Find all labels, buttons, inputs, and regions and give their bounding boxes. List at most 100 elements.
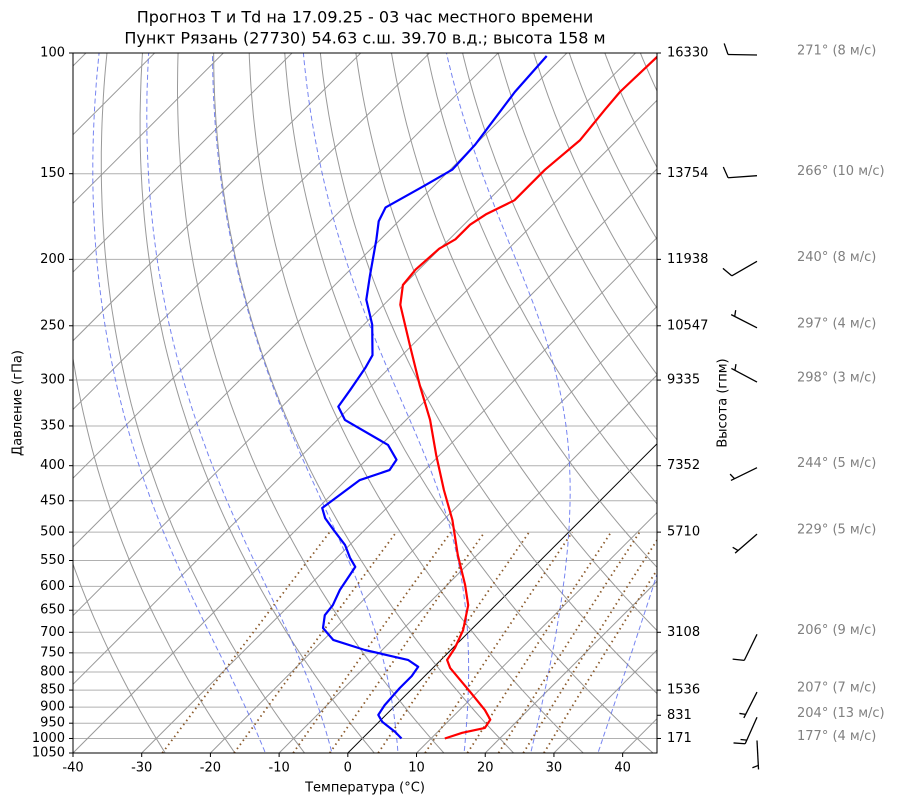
- barb-staff: [727, 53, 758, 56]
- moist-adiabat: [212, 53, 399, 753]
- y2-tick-label: 7352: [667, 458, 700, 473]
- dry-adiabat: [801, 22, 900, 767]
- y2-tick-label: 3108: [667, 625, 700, 640]
- wind-barb: [739, 691, 758, 719]
- chart-subtitle: Пункт Рязань (27730) 54.63 с.ш. 39.70 в.…: [124, 29, 605, 48]
- y2-tick-label: 831: [667, 708, 692, 723]
- wind-barb: [722, 166, 758, 179]
- wind-barb: [752, 740, 760, 770]
- dry-adiabat: [139, 53, 375, 753]
- plot-background: [73, 22, 900, 767]
- y-tick-label: 800: [40, 665, 65, 680]
- y2-tick-label: 10547: [667, 318, 708, 333]
- barb-staff: [731, 367, 758, 383]
- mixing-ratio-line: [497, 531, 641, 753]
- isotherm: [140, 236, 657, 753]
- moist-adiabat: [660, 53, 900, 767]
- mixing-ratio-line: [233, 531, 398, 753]
- wind-label: 206° (9 м/с): [797, 623, 876, 638]
- y2-tick-label: 11938: [667, 252, 708, 267]
- y-tick-label: 450: [40, 493, 65, 508]
- isotherm: [278, 374, 657, 753]
- y-tick-label: 600: [40, 579, 65, 594]
- barb-half: [734, 310, 737, 317]
- wind-label: 207° (7 м/с): [797, 681, 876, 696]
- isotherm: [484, 580, 657, 753]
- mixing-ratio-line: [292, 531, 452, 753]
- wind-barb: [732, 533, 758, 554]
- isotherm: [73, 53, 568, 548]
- dry-adiabat: [248, 53, 584, 753]
- dry-adiabat: [639, 53, 657, 93]
- isotherm: [73, 53, 225, 205]
- dry-adiabat: [426, 53, 657, 505]
- x-tick-label: -40: [62, 761, 83, 776]
- barb-staff: [756, 740, 760, 770]
- barb-full: [723, 43, 729, 55]
- dry-adiabat: [663, 22, 900, 767]
- y-tick-label: 350: [40, 418, 65, 433]
- y-tick-label: 150: [40, 166, 65, 181]
- y-tick-label: 100: [40, 46, 65, 61]
- x-tick-label: -30: [131, 761, 152, 776]
- barb-staff: [743, 634, 758, 661]
- wind-label: 240° (8 м/с): [797, 250, 876, 265]
- barb-half: [752, 764, 759, 769]
- profile-line: [399, 55, 657, 740]
- mixing-ratio-line: [377, 531, 530, 753]
- dry-adiabat: [766, 22, 900, 767]
- dry-adiabat: [177, 53, 445, 753]
- isotherm: [73, 53, 637, 617]
- dry-adiabat: [213, 53, 515, 753]
- y2-tick-label: 1536: [667, 683, 700, 698]
- x-tick-label: 30: [546, 761, 563, 776]
- barb-full: [722, 166, 729, 178]
- dry-adiabat: [604, 53, 657, 169]
- barb-staff: [734, 533, 758, 554]
- mixing-ratio-line: [161, 531, 331, 753]
- mixing-ratio-line: [543, 568, 657, 753]
- dry-adiabat: [835, 22, 900, 767]
- dry-adiabat: [462, 53, 657, 441]
- dry-adiabat: [568, 53, 657, 241]
- y-axis-label: Давление (гПа): [11, 350, 26, 456]
- dry-adiabat: [390, 53, 657, 569]
- moist-adiabat: [446, 53, 571, 753]
- barb-staff: [728, 175, 758, 179]
- wind-barb: [723, 43, 758, 56]
- profile-line: [321, 55, 548, 740]
- chart-title: Прогноз T и Td на 17.09.25 - 03 час мест…: [137, 8, 593, 27]
- isotherm: [415, 511, 657, 753]
- x-tick-label: 10: [408, 761, 425, 776]
- mixing-ratio-line: [424, 531, 574, 753]
- wind-barb: [730, 310, 758, 329]
- isotherm: [73, 53, 362, 342]
- barb-half: [732, 546, 739, 552]
- y-tick-label: 550: [40, 553, 65, 568]
- isotherm: [347, 443, 657, 753]
- dry-adiabat: [533, 53, 657, 309]
- isotherm: [73, 53, 499, 479]
- barb-staff: [730, 467, 758, 481]
- mixing-ratio-line: [466, 531, 612, 753]
- wind-barb: [722, 260, 758, 277]
- barb-half: [740, 738, 747, 741]
- wind-barb: [733, 717, 758, 745]
- x-tick-label: -20: [200, 761, 221, 776]
- barb-half: [734, 363, 737, 371]
- moist-adiabat: [302, 53, 470, 753]
- y-tick-label: 400: [40, 458, 65, 473]
- y-tick-label: 750: [40, 645, 65, 660]
- wind-barb: [732, 634, 758, 662]
- isotherm: [678, 22, 900, 767]
- dry-adiabat: [73, 355, 236, 753]
- dry-adiabat: [319, 53, 657, 695]
- y2-tick-label: 13754: [667, 166, 708, 181]
- isotherm: [73, 99, 657, 686]
- dry-adiabat: [732, 22, 900, 767]
- barb-full: [733, 742, 746, 745]
- x-tick-label: 0: [344, 761, 352, 776]
- wind-label: 177° (4 м/с): [797, 729, 876, 744]
- y-tick-label: 200: [40, 252, 65, 267]
